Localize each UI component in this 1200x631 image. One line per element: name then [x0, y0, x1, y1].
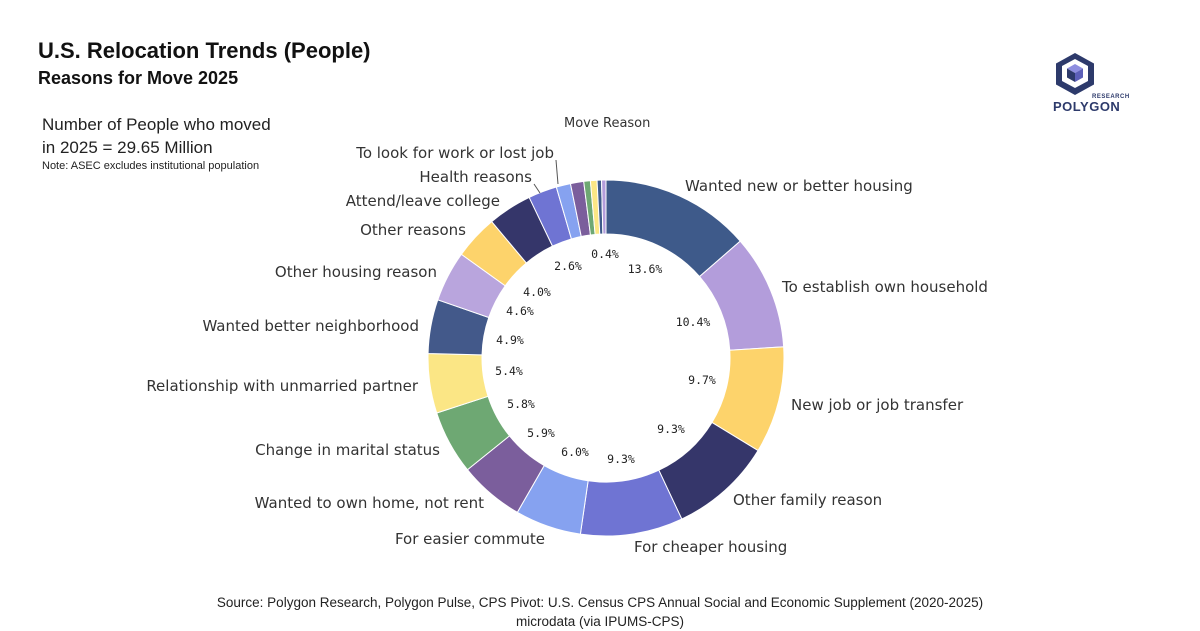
leader-line-health-reasons [533, 183, 541, 194]
pct-label-for-easier-commute: 6.0% [561, 445, 589, 459]
pct-label-relationship-with-unmarried-partner: 5.4% [495, 364, 523, 378]
pct-label-new-job-or-job-transfer: 9.7% [688, 373, 716, 387]
label-new-job-or-job-transfer: New job or job transfer [791, 396, 964, 414]
pct-label-health-reasons: 2.6% [554, 259, 582, 273]
slice-unlabeled-19[interactable] [601, 179, 607, 235]
leader-line-to-look-for-work-or-lost-job [555, 159, 559, 185]
label-wanted-better-neighborhood: Wanted better neighborhood [202, 317, 419, 335]
label-to-establish-own-household: To establish own household [781, 278, 988, 296]
pct-label-to-establish-own-household: 10.4% [676, 315, 711, 329]
pct-label-unlabeled-18: 0.4% [591, 247, 619, 261]
category-labels: Wanted new or better housing To establish… [146, 144, 988, 556]
moved-count-stat: Number of People who moved in 2025 = 29.… [42, 113, 342, 159]
donut-slices [427, 179, 785, 537]
label-health-reasons: Health reasons [419, 168, 532, 186]
label-change-in-marital-status: Change in marital status [255, 441, 440, 459]
percent-labels: 13.6% 10.4% 9.7% 9.3% 9.3% 6.0% 5.9% 5.8% 5.4% 4.… [495, 247, 716, 466]
label-wanted-to-own-home-not-rent: Wanted to own home, not rent [255, 494, 484, 512]
pct-label-change-in-marital-status: 5.8% [507, 397, 535, 411]
pct-label-other-family-reason: 9.3% [657, 422, 685, 436]
polygon-logo: RESEARCH POLYGON [1046, 52, 1129, 114]
label-to-look-for-work-or-lost-job: To look for work or lost job [355, 144, 554, 162]
stat-line-1: Number of People who moved [42, 115, 271, 134]
label-other-reasons: Other reasons [360, 221, 466, 239]
chart-subtitle: Reasons for Move 2025 [38, 68, 239, 88]
asec-note: Note: ASEC excludes institutional popula… [42, 160, 260, 172]
label-other-housing-reason: Other housing reason [275, 263, 437, 281]
source-line-2: microdata (via IPUMS-CPS) [515, 614, 685, 629]
donut-chart: Move Reason 13.6% 10.4% 9.7% 9.3% 9.3% 6.0% 5.… [146, 116, 988, 556]
label-other-family-reason: Other family reason [733, 491, 882, 509]
label-for-cheaper-housing: For cheaper housing [634, 538, 787, 556]
logo-research-text: RESEARCH [1092, 94, 1130, 100]
logo-wordmark: POLYGON [1053, 99, 1121, 114]
pct-label-for-cheaper-housing: 9.3% [607, 452, 635, 466]
stat-line-2: in 2025 = 29.65 Million [42, 138, 213, 157]
pct-label-wanted-to-own-home-not-rent: 5.9% [527, 426, 555, 440]
leader-lines [533, 159, 559, 194]
label-relationship-with-unmarried-partner: Relationship with unmarried partner [146, 377, 419, 395]
source-line-1: Source: Polygon Research, Polygon Pulse,… [216, 595, 984, 610]
polygon-cube-icon [1056, 53, 1094, 95]
label-for-easier-commute: For easier commute [395, 530, 545, 548]
label-attend-leave-college: Attend/leave college [346, 192, 500, 210]
source-note: Source: Polygon Research, Polygon Pulse,… [0, 593, 1200, 631]
pct-label-wanted-better-neighborhood: 4.9% [496, 333, 524, 347]
label-wanted-new-or-better-housing: Wanted new or better housing [685, 177, 913, 195]
pct-label-other-reasons: 4.0% [523, 285, 551, 299]
chart-title: U.S. Relocation Trends (People) [38, 38, 371, 63]
pct-label-other-housing-reason: 4.6% [506, 304, 534, 318]
legend-title: Move Reason [564, 116, 650, 131]
pct-label-wanted-new-or-better-housing: 13.6% [628, 262, 663, 276]
